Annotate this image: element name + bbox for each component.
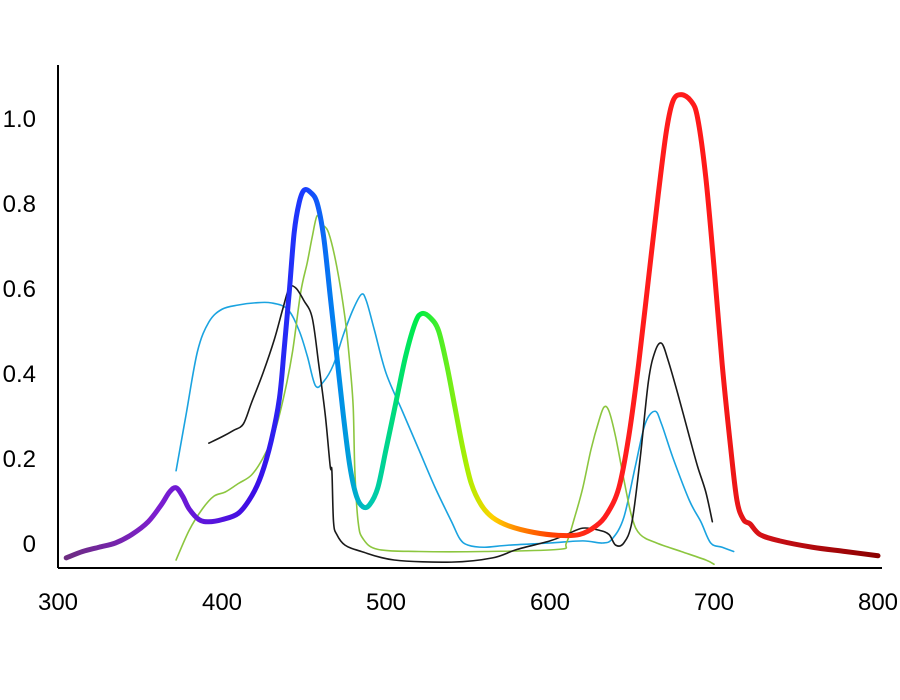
series-green-curve [175,214,715,566]
plot-area [63,92,881,566]
x-tick-label-600: 600 [530,589,570,616]
y-tick-label-1.0: 1.0 [3,106,36,133]
y-tick-label-0.6: 0.6 [3,276,36,303]
y-tick-label-0.4: 0.4 [3,361,36,388]
x-axis-ticks: 300 400 500 600 700 800 [38,589,898,616]
x-tick-label-800: 800 [858,589,898,616]
x-tick-label-300: 300 [38,589,78,616]
series-spectrum-curve [63,92,881,561]
x-tick-label-400: 400 [202,589,242,616]
series-light-blue-curve [175,293,735,553]
series-black-curve [208,285,714,564]
y-tick-label-0.2: 0.2 [3,446,36,473]
x-tick-label-500: 500 [366,589,406,616]
y-axis-ticks: 0 0.2 0.4 0.6 0.8 1.0 [3,106,36,558]
y-tick-label-0.8: 0.8 [3,191,36,218]
x-tick-label-700: 700 [694,589,734,616]
y-tick-label-0: 0 [23,531,36,558]
